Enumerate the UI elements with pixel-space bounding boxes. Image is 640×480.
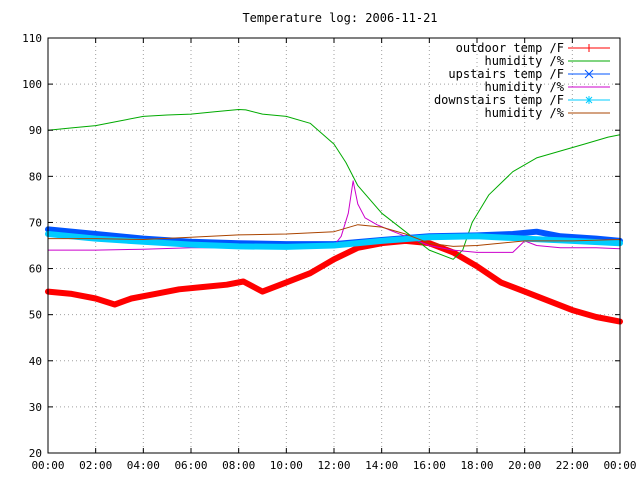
data-point xyxy=(558,234,562,238)
y-tick-label: 50 xyxy=(29,309,42,322)
x-tick-label: 04:00 xyxy=(127,459,160,472)
data-point xyxy=(237,244,241,248)
data-point xyxy=(308,271,312,275)
x-tick-label: 00:00 xyxy=(603,459,636,472)
data-point xyxy=(129,297,133,301)
x-tick-label: 10:00 xyxy=(270,459,303,472)
x-tick-label: 00:00 xyxy=(31,459,64,472)
data-point xyxy=(511,232,515,236)
data-point xyxy=(332,257,336,261)
y-tick-label: 40 xyxy=(29,355,42,368)
data-point xyxy=(94,297,98,301)
legend-label: upstairs temp /F xyxy=(448,67,564,81)
y-tick-label: 70 xyxy=(29,216,42,229)
data-point xyxy=(523,290,527,294)
data-point xyxy=(284,280,288,284)
data-point xyxy=(475,234,479,238)
y-tick-label: 80 xyxy=(29,170,42,183)
ticks: 20 30 40 50 60 70 80 90 100 110 00:00 02:00 04:00 06:… xyxy=(22,32,636,472)
data-point xyxy=(261,290,264,294)
data-point xyxy=(356,246,360,250)
y-tick-label: 100 xyxy=(22,78,42,91)
data-point xyxy=(523,237,527,241)
y-tick-label: 60 xyxy=(29,263,42,276)
legend-label: outdoor temp /F xyxy=(456,41,564,55)
data-point xyxy=(94,232,98,236)
data-point xyxy=(332,244,336,247)
legend-marker-plus xyxy=(585,44,593,52)
y-tick-label: 30 xyxy=(29,401,42,414)
data-point xyxy=(201,285,205,289)
data-point xyxy=(475,264,479,268)
x-tick-label: 06:00 xyxy=(174,459,207,472)
data-point xyxy=(427,235,431,239)
x-tick-label: 18:00 xyxy=(460,459,493,472)
y-tick-label: 110 xyxy=(22,32,42,45)
data-point xyxy=(241,279,245,283)
legend-marker-star xyxy=(585,96,593,104)
data-point xyxy=(113,303,117,307)
data-point xyxy=(570,308,574,312)
series-group xyxy=(45,109,623,325)
x-tick-label: 12:00 xyxy=(317,459,350,472)
data-point xyxy=(189,243,193,247)
x-tick-label: 22:00 xyxy=(556,459,589,472)
data-point xyxy=(284,245,288,249)
x-tick-label: 02:00 xyxy=(79,459,112,472)
x-tick-label: 08:00 xyxy=(222,459,255,472)
data-point xyxy=(225,283,229,287)
chart-title: Temperature log: 2006-11-21 xyxy=(242,11,437,25)
y-tick-label: 20 xyxy=(29,447,42,460)
data-point xyxy=(153,292,157,296)
data-point xyxy=(535,230,539,234)
series-line-5 xyxy=(47,224,621,247)
legend-marker-cross xyxy=(584,69,594,79)
y-tick-label: 90 xyxy=(29,124,42,137)
legend-label: humidity /% xyxy=(485,54,565,68)
data-point xyxy=(141,240,145,244)
legend-label: humidity /% xyxy=(485,80,565,94)
x-tick-label: 16:00 xyxy=(413,459,446,472)
data-point xyxy=(499,280,503,284)
legend-label: humidity /% xyxy=(485,106,565,120)
legend-label: downstairs temp /F xyxy=(434,93,564,107)
x-tick-label: 20:00 xyxy=(508,459,541,472)
data-point xyxy=(594,315,598,319)
x-tick-label: 14:00 xyxy=(365,459,398,472)
data-point xyxy=(70,292,74,296)
grid xyxy=(48,38,620,453)
series-line-1 xyxy=(47,109,621,260)
data-point xyxy=(451,250,455,254)
data-point xyxy=(380,239,384,243)
data-point xyxy=(177,287,181,291)
series-line-0 xyxy=(45,237,623,325)
data-point xyxy=(547,299,550,303)
